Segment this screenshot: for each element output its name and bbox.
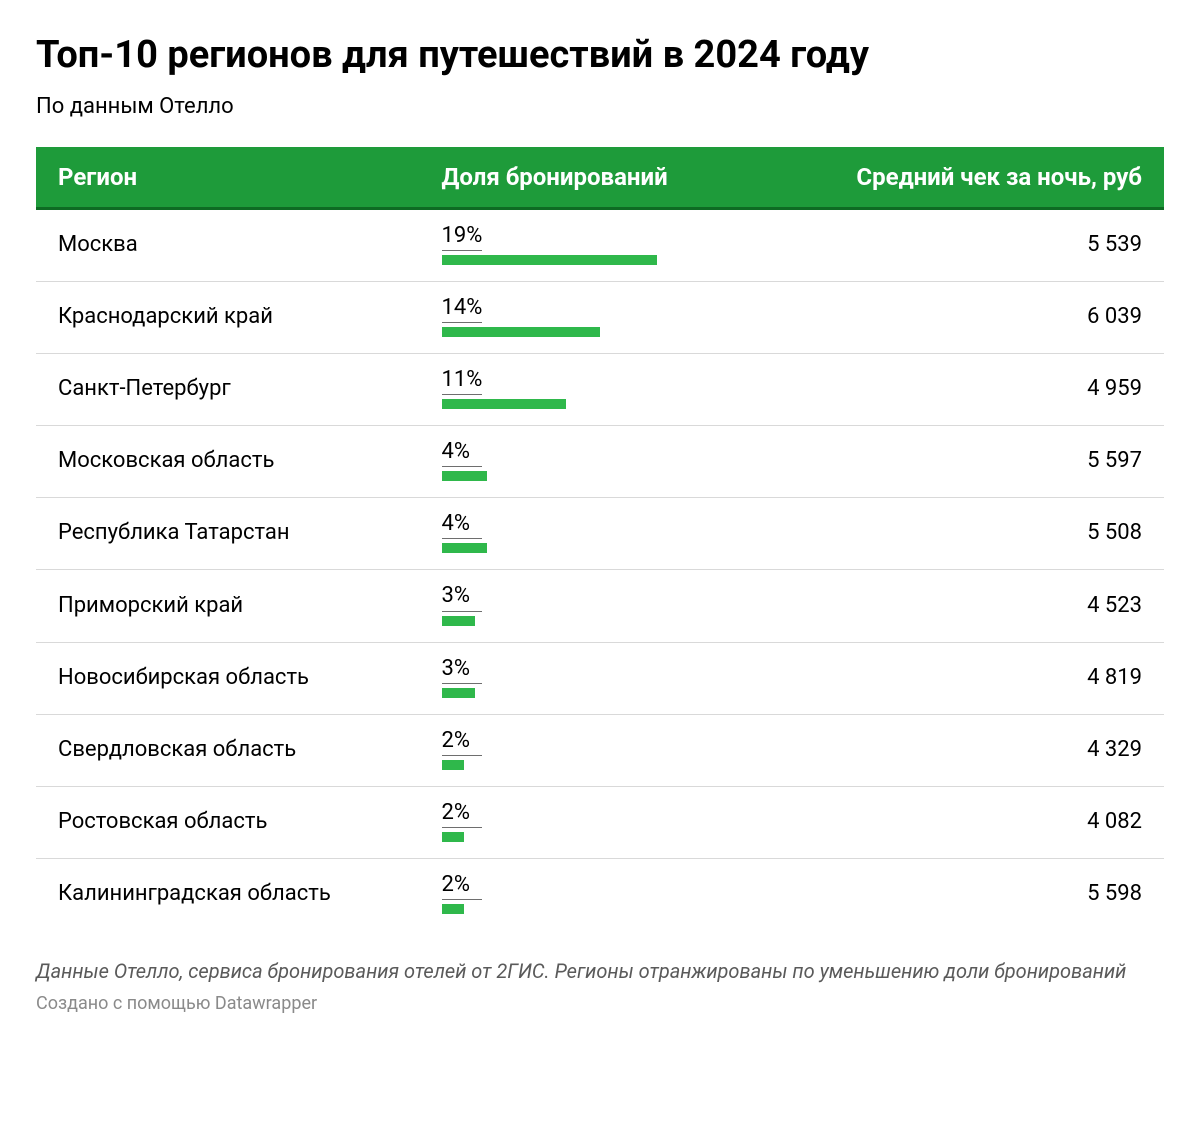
share-cell: 4%: [420, 498, 804, 570]
region-cell: Приморский край: [36, 570, 420, 642]
bar-wrap: 2%: [442, 801, 782, 842]
bar-wrap: 3%: [442, 584, 782, 625]
chart-title: Топ-10 регионов для путешествий в 2024 г…: [36, 32, 1164, 80]
share-label: 11%: [442, 368, 483, 395]
price-cell: 5 539: [803, 208, 1164, 281]
footer-note: Данные Отелло, сервиса бронирования отел…: [36, 958, 1164, 985]
price-cell: 5 597: [803, 426, 1164, 498]
table-row: Свердловская область 2% 4 329: [36, 714, 1164, 786]
region-cell: Республика Татарстан: [36, 498, 420, 570]
table-row: Москва 19% 5 539: [36, 208, 1164, 281]
region-cell: Краснодарский край: [36, 281, 420, 353]
share-label: 14%: [442, 296, 483, 323]
region-cell: Новосибирская область: [36, 642, 420, 714]
table-body: Москва 19% 5 539 Краснодарский край 14% 6 039…: [36, 208, 1164, 930]
table-row: Калининградская область 2% 5 598: [36, 859, 1164, 931]
share-cell: 11%: [420, 353, 804, 425]
share-cell: 2%: [420, 787, 804, 859]
bar-track: [442, 616, 782, 626]
bar-wrap: 4%: [442, 512, 782, 553]
region-cell: Калининградская область: [36, 859, 420, 931]
share-label: 19%: [442, 224, 483, 251]
footer-credit: Создано с помощью Datawrapper: [36, 993, 1164, 1014]
region-cell: Москва: [36, 208, 420, 281]
share-cell: 2%: [420, 714, 804, 786]
bar-fill: [442, 760, 465, 770]
chart-subtitle: По данным Отелло: [36, 94, 1164, 119]
bar-track: [442, 688, 782, 698]
bar-track: [442, 255, 782, 265]
share-cell: 14%: [420, 281, 804, 353]
bar-track: [442, 760, 782, 770]
bar-track: [442, 471, 782, 481]
bar-track: [442, 543, 782, 553]
region-cell: Санкт-Петербург: [36, 353, 420, 425]
region-cell: Свердловская область: [36, 714, 420, 786]
share-label: 2%: [442, 801, 482, 828]
share-label: 4%: [442, 440, 482, 467]
price-cell: 4 819: [803, 642, 1164, 714]
table-row: Санкт-Петербург 11% 4 959: [36, 353, 1164, 425]
bar-wrap: 2%: [442, 873, 782, 914]
bar-fill: [442, 832, 465, 842]
bar-fill: [442, 688, 476, 698]
bar-fill: [442, 255, 657, 265]
table-header-row: Регион Доля бронирований Средний чек за …: [36, 147, 1164, 209]
share-label: 2%: [442, 873, 482, 900]
share-cell: 3%: [420, 642, 804, 714]
bar-fill: [442, 399, 566, 409]
bar-track: [442, 327, 782, 337]
price-cell: 5 508: [803, 498, 1164, 570]
share-cell: 3%: [420, 570, 804, 642]
bar-wrap: 3%: [442, 657, 782, 698]
bar-track: [442, 832, 782, 842]
table-row: Республика Татарстан 4% 5 508: [36, 498, 1164, 570]
bar-wrap: 14%: [442, 296, 782, 337]
price-cell: 5 598: [803, 859, 1164, 931]
table-row: Новосибирская область 3% 4 819: [36, 642, 1164, 714]
share-cell: 4%: [420, 426, 804, 498]
regions-table: Регион Доля бронирований Средний чек за …: [36, 147, 1164, 931]
share-cell: 19%: [420, 208, 804, 281]
bar-wrap: 2%: [442, 729, 782, 770]
price-cell: 4 082: [803, 787, 1164, 859]
share-label: 4%: [442, 512, 482, 539]
bar-track: [442, 904, 782, 914]
share-label: 3%: [442, 584, 482, 611]
bar-fill: [442, 616, 476, 626]
bar-fill: [442, 471, 487, 481]
share-label: 2%: [442, 729, 482, 756]
bar-fill: [442, 904, 465, 914]
bar-wrap: 11%: [442, 368, 782, 409]
table-row: Московская область 4% 5 597: [36, 426, 1164, 498]
column-header-share: Доля бронирований: [420, 147, 804, 209]
share-cell: 2%: [420, 859, 804, 931]
price-cell: 4 523: [803, 570, 1164, 642]
region-cell: Московская область: [36, 426, 420, 498]
price-cell: 4 959: [803, 353, 1164, 425]
bar-fill: [442, 327, 600, 337]
region-cell: Ростовская область: [36, 787, 420, 859]
bar-wrap: 19%: [442, 224, 782, 265]
bar-fill: [442, 543, 487, 553]
share-label: 3%: [442, 657, 482, 684]
column-header-region: Регион: [36, 147, 420, 209]
table-row: Краснодарский край 14% 6 039: [36, 281, 1164, 353]
table-row: Приморский край 3% 4 523: [36, 570, 1164, 642]
bar-track: [442, 399, 782, 409]
price-cell: 4 329: [803, 714, 1164, 786]
column-header-price: Средний чек за ночь, руб: [803, 147, 1164, 209]
price-cell: 6 039: [803, 281, 1164, 353]
bar-wrap: 4%: [442, 440, 782, 481]
table-row: Ростовская область 2% 4 082: [36, 787, 1164, 859]
